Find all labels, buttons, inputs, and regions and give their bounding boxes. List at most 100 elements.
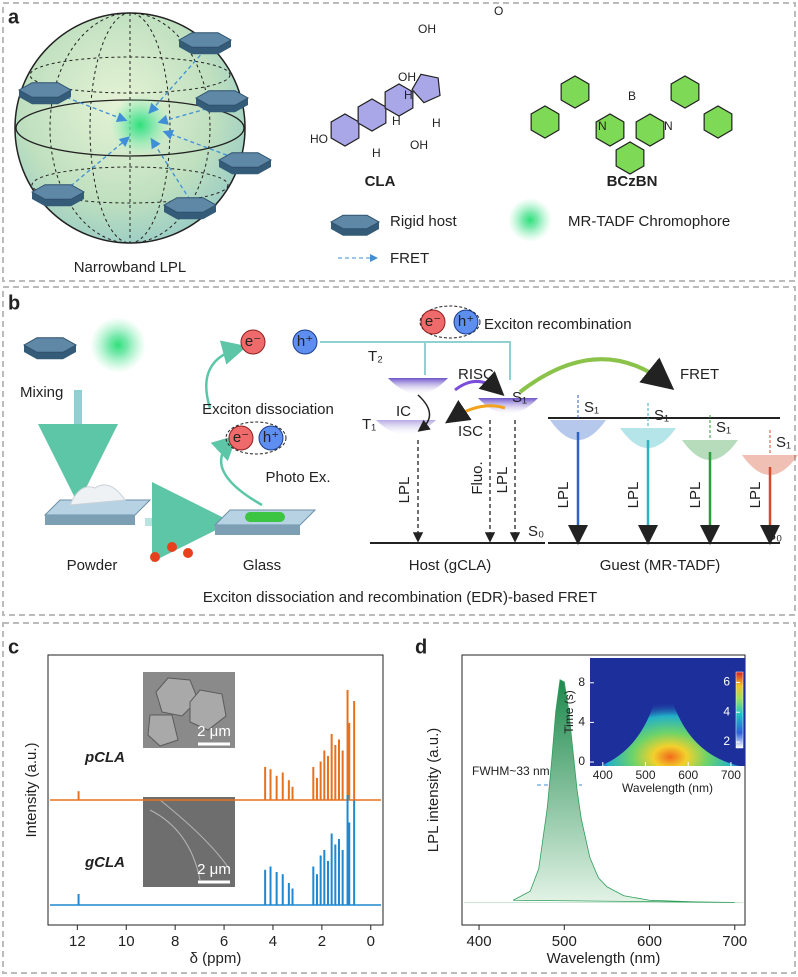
scale-bar-label: 2 μm <box>197 723 231 740</box>
carrier-label: e⁻ <box>245 333 261 350</box>
x-tick-label: 500 <box>552 933 577 950</box>
transition-label: Fluo. <box>469 461 486 494</box>
series-label: gCLA <box>84 854 125 871</box>
x-tick-label: 400 <box>467 933 492 950</box>
recombination-path <box>320 341 511 380</box>
carrier-label: h⁺ <box>263 429 279 446</box>
legend-label: Rigid host <box>390 213 458 230</box>
atom-label: OH <box>398 70 416 84</box>
x-tick-label: 4 <box>269 933 277 950</box>
carrier-label: h⁺ <box>458 313 474 330</box>
electron <box>420 309 446 335</box>
y-axis-label: LPL intensity (a.u.) <box>425 728 442 853</box>
hole <box>453 309 479 335</box>
heatmap-plume <box>600 675 740 766</box>
x-tick-label: 0 <box>367 933 375 950</box>
chromophore <box>90 317 146 373</box>
step-label: Glass <box>243 557 281 574</box>
emission-label: LPL <box>555 482 572 509</box>
legend-label: MR-TADF Chromophore <box>568 213 730 230</box>
y-axis-label: Intensity (a.u.) <box>23 742 40 837</box>
emission-label: LPL <box>687 482 704 509</box>
host-slab <box>329 214 381 230</box>
x-tick-label: 600 <box>637 933 662 950</box>
electron <box>240 329 266 355</box>
exciton <box>225 421 287 455</box>
colorbar <box>735 671 744 749</box>
panel-label: a <box>8 6 20 28</box>
legend-label: FRET <box>390 250 429 267</box>
transition-label: LPL <box>494 467 511 494</box>
host-slab-side <box>219 160 271 175</box>
step-label: Powder <box>67 557 118 574</box>
step-label: Mixing <box>20 384 63 401</box>
electron <box>228 425 254 451</box>
level-label: T₂ <box>368 348 383 365</box>
step-label: Photo Ex. <box>265 469 330 486</box>
atom-label: OH <box>410 138 428 152</box>
hole <box>258 425 284 451</box>
substrate <box>45 515 135 525</box>
ring <box>595 113 625 147</box>
x-tick-label: 700 <box>722 933 747 950</box>
sem-image <box>143 797 235 887</box>
ring <box>615 141 645 175</box>
atom-label: OH <box>418 22 436 36</box>
exciton <box>419 305 481 339</box>
level-label: S₀ <box>528 523 544 540</box>
atom-label: H <box>432 116 441 130</box>
emission-label: LPL <box>625 482 642 509</box>
atom-label: HO <box>310 132 328 146</box>
carriers: e⁻ e⁻ e⁻ h⁺ h⁺ h⁺ <box>228 309 479 451</box>
x-tick-label: 600 <box>678 768 698 782</box>
x-tick-label: 12 <box>69 933 86 950</box>
sem-texture <box>149 799 231 881</box>
atom-label: H <box>392 114 401 128</box>
legend <box>329 214 381 236</box>
ring <box>357 98 387 132</box>
hole <box>292 329 318 355</box>
atom-label: O <box>494 4 503 18</box>
carrier-label: e⁻ <box>425 313 441 330</box>
host-slab-side <box>19 90 71 105</box>
colorbar-tick-label: 6 <box>723 675 730 689</box>
carrier-label: h⁺ <box>297 333 313 350</box>
x-tick-label: 8 <box>171 933 179 950</box>
process-arrow <box>205 340 248 409</box>
x-tick-label: 700 <box>721 768 741 782</box>
atom-label: H <box>404 88 413 102</box>
process-arrow <box>210 434 263 507</box>
caption: Exciton dissociation and recombination (… <box>203 589 597 606</box>
host-slab-side <box>196 98 248 113</box>
step-label: Exciton recombination <box>484 316 632 333</box>
ring <box>635 113 665 147</box>
molecule-name: CLA <box>365 173 396 190</box>
plot-frame <box>461 654 746 926</box>
host-slab <box>194 90 250 106</box>
ring <box>530 105 560 139</box>
sem-crystals <box>147 677 227 747</box>
glass-film <box>245 512 285 522</box>
colorbar-tick-label: 4 <box>723 704 730 718</box>
atom-label: N <box>664 119 673 133</box>
x-tick-label: 10 <box>118 933 135 950</box>
panel-label: d <box>415 636 427 658</box>
atom-label: H <box>372 146 381 160</box>
x-axis-label: δ (ppm) <box>190 950 242 967</box>
emission-area <box>512 679 735 903</box>
level-label: S₁ <box>654 407 669 424</box>
x-tick-label: 2 <box>318 933 326 950</box>
x-tick-label: 500 <box>635 768 655 782</box>
caption: Narrowband LPL <box>74 259 187 276</box>
transition-label: LPL <box>396 477 413 504</box>
emission-label: LPL <box>747 482 764 509</box>
ring <box>560 75 590 109</box>
host-slab-side <box>164 205 216 220</box>
level-label: S₀ <box>766 527 782 544</box>
carrier-label: e⁻ <box>233 429 249 446</box>
x-tick-label: 400 <box>593 768 613 782</box>
y-tick-label: 0 <box>578 754 585 768</box>
ring <box>670 75 700 109</box>
transition-label: IC <box>396 403 411 420</box>
